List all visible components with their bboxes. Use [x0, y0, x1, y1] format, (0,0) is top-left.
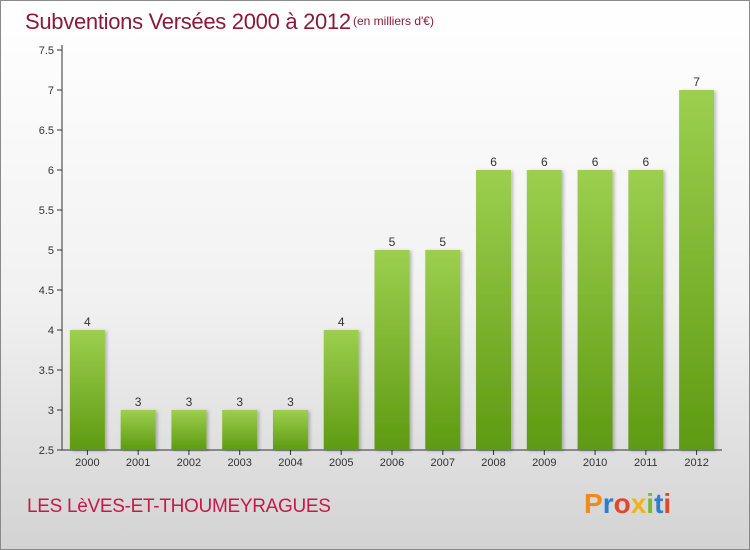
- bar-value-label: 3: [236, 395, 243, 409]
- bar-value-label: 4: [338, 315, 345, 329]
- logo-letter: i: [663, 488, 672, 519]
- logo-letter: t: [654, 488, 664, 519]
- bar-value-label: 7: [693, 75, 700, 89]
- bar: [272, 410, 308, 450]
- y-tick-label: 4.5: [39, 285, 54, 297]
- x-tick-label: 2008: [481, 457, 505, 469]
- bar: [679, 90, 715, 450]
- bar: [476, 170, 512, 450]
- bar: [323, 330, 359, 450]
- bar: [69, 330, 105, 450]
- y-tick-label: 4: [48, 325, 54, 337]
- x-tick-label: 2003: [227, 457, 251, 469]
- chart-title: Subventions Versées 2000 à 2012: [25, 9, 351, 34]
- x-tick-label: 2009: [532, 457, 556, 469]
- bar-value-label: 3: [287, 395, 294, 409]
- bar: [222, 410, 258, 450]
- bar-value-label: 5: [439, 235, 446, 249]
- chart-value-labels: 4 3 3 3 3 4 5 5 6 6 6 6 7: [84, 75, 700, 409]
- logo-letter: x: [630, 488, 647, 519]
- bar-value-label: 3: [186, 395, 193, 409]
- bar-value-label: 3: [135, 395, 142, 409]
- x-tick-label: 2005: [329, 457, 353, 469]
- x-tick-label: 2001: [126, 457, 150, 469]
- x-tick-label: 2006: [380, 457, 404, 469]
- bar: [120, 410, 156, 450]
- bar-value-label: 6: [541, 155, 548, 169]
- bar: [526, 170, 562, 450]
- bar: [628, 170, 664, 450]
- logo-letter: i: [646, 488, 655, 519]
- bar-value-label: 6: [643, 155, 650, 169]
- x-tick-label: 2000: [75, 457, 99, 469]
- proxiti-logo: Proxiti: [584, 488, 671, 520]
- x-tick-label: 2011: [634, 457, 658, 469]
- y-tick-label: 6: [48, 165, 54, 177]
- x-tick-label: 2004: [278, 457, 302, 469]
- bar: [425, 250, 461, 450]
- y-tick-label: 7.5: [39, 45, 54, 57]
- x-tick-label: 2007: [431, 457, 455, 469]
- y-tick-label: 3: [48, 405, 54, 417]
- chart-bars: [69, 90, 715, 450]
- y-tick-label: 7: [48, 85, 54, 97]
- bar-value-label: 4: [84, 315, 91, 329]
- y-tick-label: 6.5: [39, 125, 54, 137]
- y-tick-label: 3.5: [39, 365, 54, 377]
- y-tick-label: 5: [48, 245, 54, 257]
- bar-value-label: 6: [592, 155, 599, 169]
- x-tick-label: 2012: [684, 457, 708, 469]
- y-tick-label: 5.5: [39, 205, 54, 217]
- logo-letter: o: [613, 488, 631, 519]
- logo-letter: r: [602, 488, 614, 519]
- bar: [171, 410, 207, 450]
- x-tick-label: 2010: [583, 457, 607, 469]
- x-tick-label: 2002: [177, 457, 201, 469]
- bar: [374, 250, 410, 450]
- y-tick-label: 2.5: [39, 445, 54, 457]
- logo-letter: P: [584, 488, 603, 519]
- commune-name: LES LèVES-ET-THOUMEYRAGUES: [27, 496, 331, 517]
- chart-subtitle: (en milliers d'€): [353, 14, 434, 28]
- bar-value-label: 5: [389, 235, 396, 249]
- bar-value-label: 6: [490, 155, 497, 169]
- bar: [577, 170, 613, 450]
